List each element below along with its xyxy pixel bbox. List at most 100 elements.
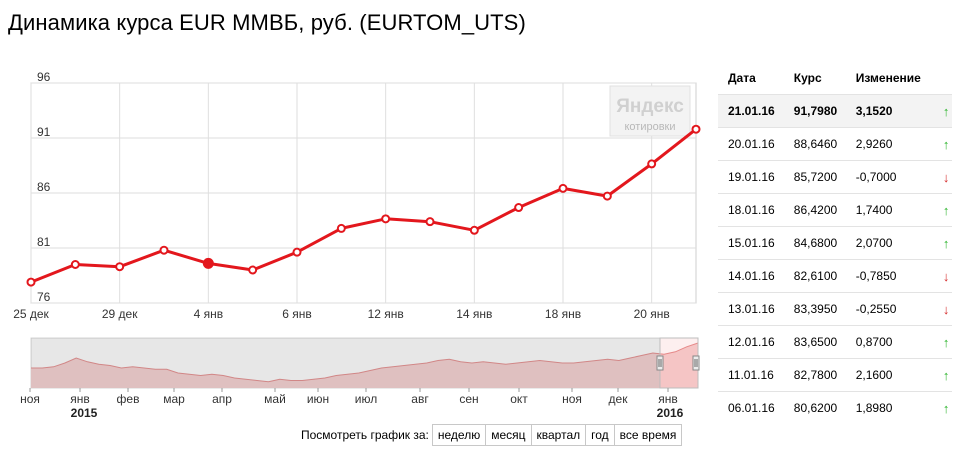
navigator-month-label: фев xyxy=(117,392,140,406)
table-row[interactable]: 15.01.16 84,6800 2,0700 ↑ xyxy=(718,226,952,260)
navigator-month-label: ноя xyxy=(20,392,40,406)
data-point[interactable] xyxy=(425,217,435,227)
data-point[interactable] xyxy=(514,203,524,213)
cell-change: -0,7000 xyxy=(845,160,933,194)
y-tick-label: 81 xyxy=(37,235,51,249)
data-point[interactable] xyxy=(602,191,612,201)
period-quarter-button[interactable]: квартал xyxy=(530,424,587,446)
table-row[interactable]: 20.01.16 88,6460 2,9260 ↑ xyxy=(718,127,952,161)
navigator-month-label: мар xyxy=(163,392,185,406)
navigator-month-label: июл xyxy=(355,392,377,406)
y-axis-ticks: 96 91 86 81 76 xyxy=(37,70,51,304)
navigator-month-label: дек xyxy=(609,392,629,406)
table-row[interactable]: 13.01.16 83,3950 -0,2550 ↓ xyxy=(718,292,952,326)
cell-change: 0,8700 xyxy=(845,325,933,359)
header-date: Дата xyxy=(728,71,756,85)
period-year-button[interactable]: год xyxy=(585,424,615,446)
data-point[interactable] xyxy=(381,214,391,224)
data-point[interactable] xyxy=(115,262,125,272)
data-point[interactable] xyxy=(469,225,479,235)
arrow-up-icon: ↑ xyxy=(942,400,950,416)
data-point[interactable] xyxy=(70,260,80,269)
table-row[interactable]: 21.01.16 91,7980 3,1520 ↑ xyxy=(718,94,952,128)
cell-rate: 84,6800 xyxy=(783,226,846,260)
cell-rate: 83,3950 xyxy=(783,292,846,326)
table-row[interactable]: 06.01.16 80,6200 1,8980 ↑ xyxy=(718,391,952,424)
table-row[interactable]: 11.01.16 82,7800 2,1600 ↑ xyxy=(718,358,952,392)
header-rate: Курс xyxy=(793,71,822,85)
x-tick-label: 14 янв xyxy=(456,307,492,321)
header-change: Изменение xyxy=(855,71,921,85)
period-selector-label: Посмотреть график за: xyxy=(301,428,429,442)
data-point[interactable] xyxy=(248,265,258,275)
navigator-month-label: май xyxy=(264,392,286,406)
navigator-selection[interactable] xyxy=(659,337,699,389)
y-tick-label: 76 xyxy=(37,290,51,304)
navigator-month-label: июн xyxy=(307,392,329,406)
cell-rate: 86,4200 xyxy=(783,193,846,227)
arrow-up-icon: ↑ xyxy=(942,235,950,251)
cell-direction: ↑ xyxy=(932,325,952,359)
cell-rate: 88,6460 xyxy=(783,127,846,161)
cell-date: 11.01.16 xyxy=(718,358,784,392)
navigator-month-label: янв xyxy=(658,392,678,406)
table-row[interactable]: 19.01.16 85,7200 -0,7000 ↓ xyxy=(718,160,952,194)
data-point[interactable] xyxy=(26,277,36,287)
cell-rate: 80,6200 xyxy=(783,391,846,424)
arrow-down-icon: ↓ xyxy=(942,268,950,284)
y-tick-label: 86 xyxy=(37,180,51,194)
data-point[interactable] xyxy=(292,247,302,257)
navigator-month-label: янв xyxy=(70,392,90,406)
cell-change: 1,8980 xyxy=(845,391,933,424)
period-week-button[interactable]: неделю xyxy=(431,424,487,446)
cell-direction: ↓ xyxy=(932,160,952,194)
page-title: Динамика курса EUR ММВБ, руб. (EURTOM_UT… xyxy=(8,10,526,35)
table-row[interactable]: 12.01.16 83,6500 0,8700 ↑ xyxy=(718,325,952,359)
arrow-down-icon: ↓ xyxy=(942,169,950,185)
period-all-time-button[interactable]: все время xyxy=(613,424,683,446)
cell-rate: 82,6100 xyxy=(783,259,846,293)
x-tick-label: 25 дек xyxy=(13,307,49,321)
yandex-quotes-watermark: Яндекс котировки xyxy=(609,85,691,137)
data-point[interactable] xyxy=(647,159,657,169)
cell-date: 06.01.16 xyxy=(718,391,784,424)
period-month-button[interactable]: месяц xyxy=(485,424,532,446)
cell-change: -0,2550 xyxy=(845,292,933,326)
cell-date: 19.01.16 xyxy=(718,160,784,194)
navigator-area xyxy=(31,343,698,388)
cell-direction: ↓ xyxy=(932,292,952,326)
navigator-handle[interactable] xyxy=(692,355,700,371)
header-direction xyxy=(933,62,952,95)
x-tick-label: 29 дек xyxy=(102,307,138,321)
cell-direction: ↑ xyxy=(932,94,952,128)
cell-date: 13.01.16 xyxy=(718,292,784,326)
navigator-month-label: ноя xyxy=(562,392,582,406)
cell-change: 2,1600 xyxy=(845,358,933,392)
cell-rate: 83,6500 xyxy=(783,325,846,359)
cell-change: 2,9260 xyxy=(845,127,933,161)
navigator-month-label: сен xyxy=(459,392,478,406)
data-point[interactable] xyxy=(202,257,214,269)
cell-change: 3,1520 xyxy=(845,94,933,128)
cell-direction: ↑ xyxy=(932,391,952,424)
table-header: Дата Курс Изменение xyxy=(718,62,952,95)
x-tick-label: 4 янв xyxy=(194,307,224,321)
table-row[interactable]: 14.01.16 82,6100 -0,7850 ↓ xyxy=(718,259,952,293)
cell-date: 14.01.16 xyxy=(718,259,784,293)
y-tick-label: 91 xyxy=(37,125,51,139)
data-point[interactable] xyxy=(336,223,346,233)
cell-rate: 82,7800 xyxy=(783,358,846,392)
data-point[interactable] xyxy=(558,183,568,193)
cell-rate: 85,7200 xyxy=(783,160,846,194)
cell-change: 1,7400 xyxy=(845,193,933,227)
data-point[interactable] xyxy=(159,245,169,255)
table-row[interactable]: 18.01.16 86,4200 1,7400 ↑ xyxy=(718,193,952,227)
arrow-up-icon: ↑ xyxy=(942,334,950,350)
data-point[interactable] xyxy=(691,124,701,134)
range-navigator[interactable]: ноя янв фев мар апр май июн июл авг сен окт ноя дек я… xyxy=(20,337,700,420)
cell-direction: ↑ xyxy=(932,226,952,260)
navigator-handle[interactable] xyxy=(656,355,664,371)
series-line xyxy=(30,128,697,284)
cell-date: 15.01.16 xyxy=(718,226,784,260)
x-tick-label: 6 янв xyxy=(282,307,312,321)
